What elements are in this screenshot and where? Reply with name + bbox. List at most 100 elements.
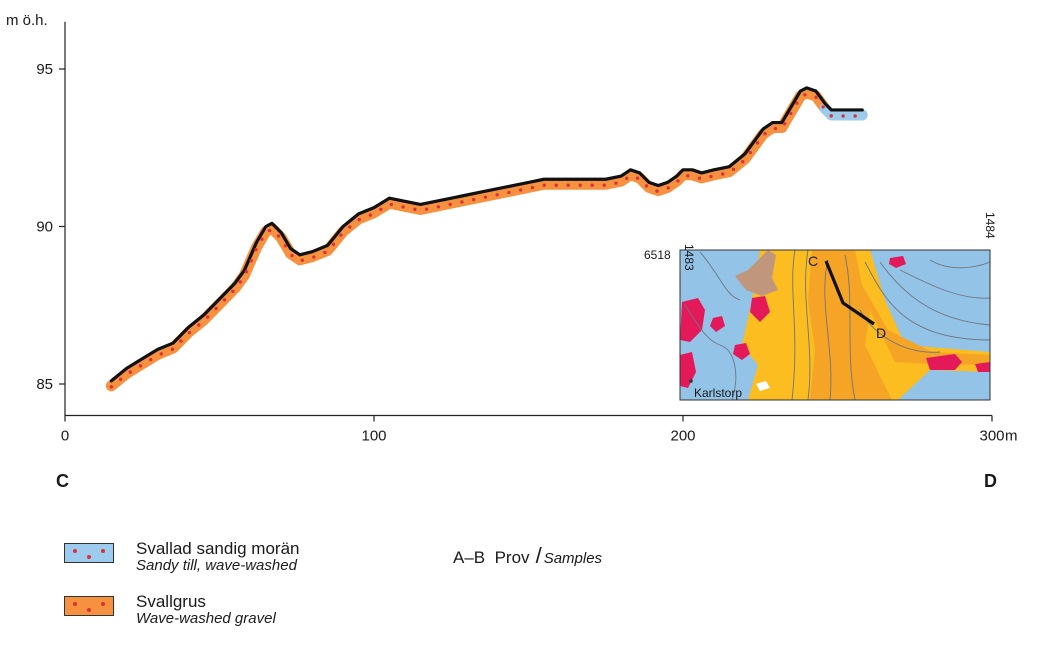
legend-item-gravel: Svallgrus Wave-washed gravel [64,593,276,627]
profile-dot [267,228,272,233]
profile-dot [357,217,361,222]
profile-dot [614,181,618,185]
profile-dot [783,122,787,126]
legend-label-till-sv: Svallad sandig morän [136,539,300,558]
terrain-profile [105,86,868,392]
profile-dot [471,197,476,202]
profile-dot [731,167,736,172]
map-light-patch [756,381,770,391]
profile-start-label: C [56,471,69,491]
profile-dot [179,339,183,343]
profile-dot [741,160,745,164]
profile-dot [448,202,452,207]
profile-dot [249,258,253,263]
profile-dot [789,111,793,116]
profile-dot [231,289,235,294]
samples-code: A–B [453,548,486,567]
profile-dot [578,183,582,187]
profile-dot [460,200,464,204]
x-tick-label-0: 0 [61,428,69,445]
map-point-c: C [808,253,818,269]
profile-dot [222,298,227,302]
profile-surface-line [109,86,864,383]
profile-dot [413,207,417,212]
profile-dot [244,269,249,274]
profile-dot [170,347,175,352]
map-x-label-right: 1484 [983,212,997,239]
profile-dot [773,126,778,131]
profile-dots [109,93,857,389]
x-tick-label-300: 300 [979,428,1004,445]
map-bedrock-areas [680,256,990,388]
profile-dot [686,174,690,178]
profile-dot [118,377,123,381]
profile-dot [721,172,725,176]
samples-label-sv: Prov [494,548,530,567]
profile-dot [260,237,264,241]
map-x-label-left: 1483 [682,244,696,271]
profile-dot [666,186,670,190]
legend-label-till-en: Sandy till, wave-washed [136,557,297,574]
profile-dot [368,213,373,217]
profile-dot [676,179,680,183]
legend-item-till: Svallad sandig morän Sandy till, wave-wa… [64,540,299,574]
profile-dot [312,255,316,259]
profile-dot [283,244,288,248]
profile-dot [748,150,753,155]
profile-dot [254,247,258,252]
profile-dot [566,183,570,187]
profile-dot [821,105,825,109]
profile-dot [379,207,383,212]
y-tick-label-95: 95 [36,61,53,78]
profile-dot [205,315,210,319]
profile-dot [709,174,713,179]
profile-dot [323,250,327,255]
section-line-cd [824,260,875,326]
profile-dot [238,280,243,284]
profile-dot [128,370,132,374]
legend-swatch-till [64,543,114,563]
x-unit-label: m [1005,428,1018,445]
profile-dot [853,114,857,118]
profile-dot [803,93,807,97]
profile-dot [149,357,153,362]
map-place-label: Karlstorp [694,386,742,400]
inset-map: 1483 1484 6518 Karlstorp C D [644,212,997,401]
map-point-d: D [876,325,886,341]
x-tick-label-200: 200 [670,428,695,445]
y-tick-label-85: 85 [36,376,53,393]
profile-dot [276,234,281,238]
profile-dot [348,225,352,229]
profile-dot [495,193,499,197]
x-tick-label-100: 100 [361,428,386,445]
profile-dot [590,183,594,187]
profile-dot [755,141,760,145]
profile-dot [644,184,649,188]
profile-dot [109,385,114,389]
map-frame [679,249,991,401]
samples-note: A–B Prov / Samples [453,543,603,568]
profile-dot [214,306,218,311]
legend-swatch-gravel [64,596,114,616]
profile-end-label: D [984,471,997,491]
y-tick-label-90: 90 [36,219,53,236]
profile-dot [424,207,429,211]
profile-dot [518,188,523,192]
profile-dot [554,183,558,187]
profile-dot [389,202,394,207]
profile-dot [138,364,143,368]
profile-dot [635,176,640,180]
legend-label-gravel-sv: Svallgrus [136,592,206,611]
profile-dot [530,185,535,190]
profile-dot [436,205,441,209]
profile-dot [507,190,511,195]
map-place-dot [689,379,693,383]
profile-dot [655,189,659,193]
profile-axes: 85 90 95 0 100 200 300 m m ö.h. C D [6,12,1018,491]
profile-dot [197,323,201,327]
profile-dot [339,233,343,237]
profile-dot [795,101,799,105]
profile-dot [300,258,304,262]
map-y-label: 6518 [644,248,671,262]
profile-dot [401,205,405,209]
